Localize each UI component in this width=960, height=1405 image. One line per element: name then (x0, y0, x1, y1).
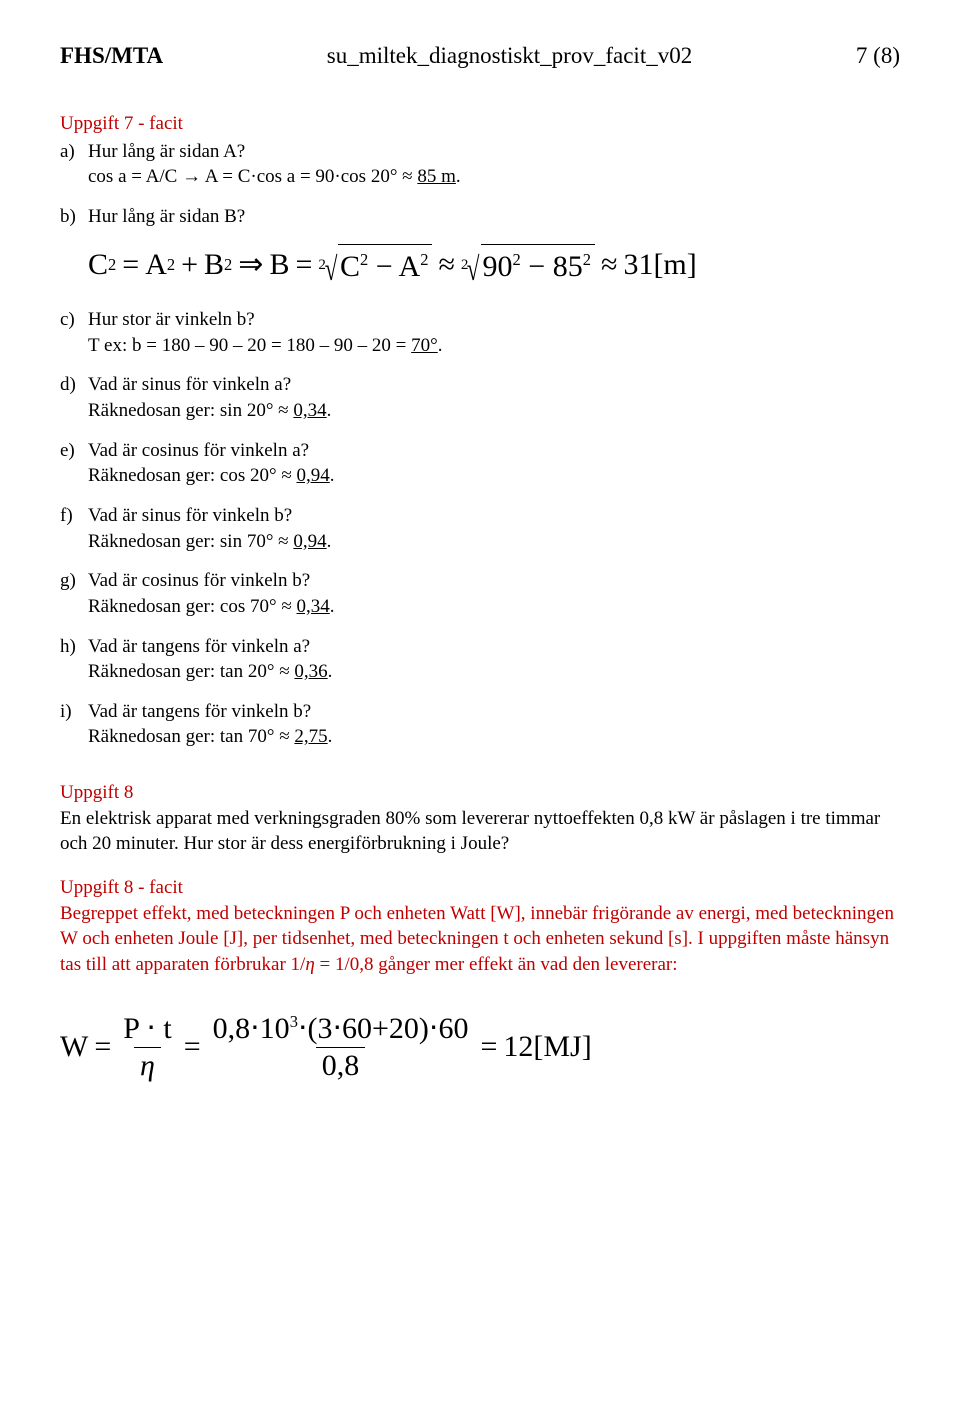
item-label: b) (60, 204, 88, 230)
u8-facit-body: Begreppet effekt, med beteckningen P och… (60, 901, 900, 978)
header-right: 7 (8) (856, 40, 900, 71)
frac-pt-eta: P ⋅ t η (117, 1012, 177, 1084)
u7-item-a: a) Hur lång är sidan A? cos a = A/C → A … (60, 139, 900, 190)
item-label: a) (60, 139, 88, 165)
u8-title: Uppgift 8 (60, 780, 900, 806)
u7-formula-b: C2 = A2 + B2 ⇒ B = 2 √ C2 − A2 ≈ 2 √ 902… (88, 244, 900, 288)
u7-item-g: g)Vad är cosinus för vinkeln b? Räknedos… (60, 568, 900, 619)
u7-item-d: d)Vad är sinus för vinkeln a? Räknedosan… (60, 372, 900, 423)
frac-numeric: 0,8⋅103⋅(3⋅60+20)⋅60 0,8 (207, 1012, 475, 1084)
header-center: su_miltek_diagnostiskt_prov_facit_v02 (163, 40, 856, 71)
sqrt-1: √ C2 − A2 (322, 244, 433, 288)
u7-item-e: e)Vad är cosinus för vinkeln a? Räknedos… (60, 438, 900, 489)
u7-item-i: i)Vad är tangens för vinkeln b? Räknedos… (60, 699, 900, 750)
sqrt-2: √ 902 − 852 (464, 244, 595, 288)
u7-item-h: h)Vad är tangens för vinkeln a? Räknedos… (60, 634, 900, 685)
item-question: Hur lång är sidan B? (88, 204, 900, 230)
u8-facit-title: Uppgift 8 - facit (60, 875, 900, 901)
u7-item-b: b) Hur lång är sidan B? (60, 204, 900, 230)
u8-formula: W = P ⋅ t η = 0,8⋅103⋅(3⋅60+20)⋅60 0,8 =… (60, 1012, 900, 1084)
u7-title: Uppgift 7 - facit (60, 111, 900, 137)
item-answer: cos a = A/C → A = C·cos a = 90·cos 20° ≈… (88, 164, 900, 190)
header-left: FHS/MTA (60, 40, 163, 71)
u7-item-f: f)Vad är sinus för vinkeln b? Räknedosan… (60, 503, 900, 554)
page-header: FHS/MTA su_miltek_diagnostiskt_prov_faci… (60, 40, 900, 71)
u7-item-c: c)Hur stor är vinkeln b? T ex: b = 180 –… (60, 307, 900, 358)
item-question: Hur lång är sidan A? (88, 139, 900, 165)
u8-text: En elektrisk apparat med verkningsgraden… (60, 806, 900, 857)
